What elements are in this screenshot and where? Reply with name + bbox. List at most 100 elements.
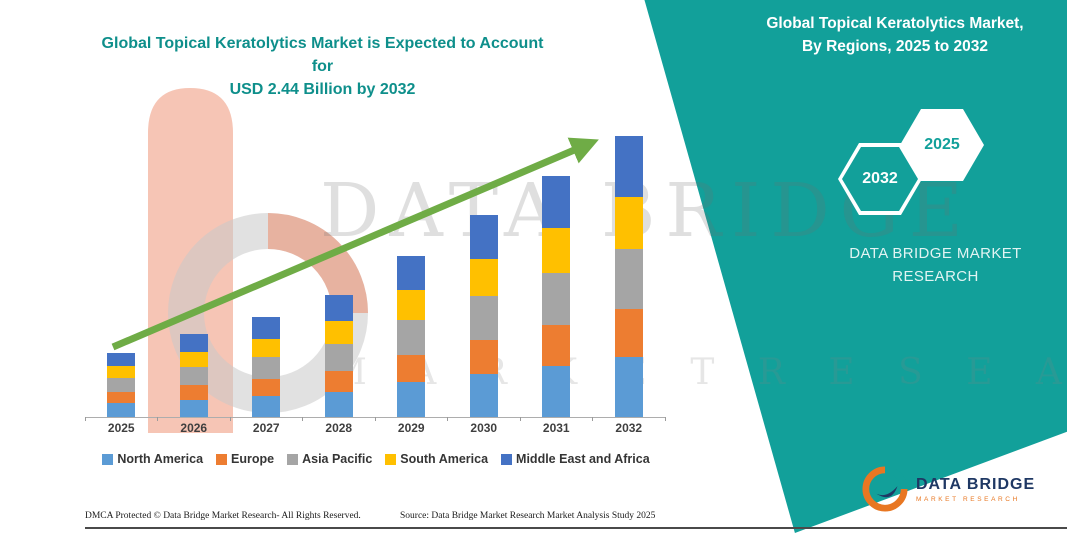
x-axis-tick <box>302 417 303 421</box>
bar-segment <box>614 196 643 249</box>
stacked-bar-2025 <box>107 352 136 417</box>
legend-item: Middle East and Africa <box>501 452 650 466</box>
x-axis-tick <box>592 417 593 421</box>
legend-label: Middle East and Africa <box>516 452 650 466</box>
dbmr-logo: DATA BRIDGE MARKET RESEARCH <box>862 466 1035 512</box>
bar-segment <box>397 255 426 291</box>
dbmr-logo-text: DATA BRIDGE MARKET RESEARCH <box>916 476 1035 503</box>
legend-item: South America <box>385 452 488 466</box>
bar-segment <box>107 366 136 378</box>
stacked-bar-2027 <box>252 316 281 417</box>
legend-label: South America <box>400 452 489 466</box>
dbmr-logo-subtitle: MARKET RESEARCH <box>916 495 1020 503</box>
bar-segment <box>397 354 426 383</box>
bar-segment <box>324 370 353 392</box>
x-axis-label: 2032 <box>615 421 643 435</box>
bar-segment <box>324 294 353 322</box>
bar-segment <box>397 382 426 417</box>
legend-item: North America <box>102 452 203 466</box>
bar-segment <box>469 215 498 260</box>
x-axis-label: 2025 <box>107 421 135 435</box>
bar-segment <box>614 308 643 358</box>
x-axis-tick <box>519 417 521 421</box>
dbmr-logo-name: DATA BRIDGE <box>916 475 1036 493</box>
bar-segment <box>469 259 498 296</box>
legend-item: Asia Pacific <box>287 452 372 466</box>
bar-segment <box>614 135 643 197</box>
panel-heading-line1: Global Topical Keratolytics Market, <box>766 15 1024 32</box>
x-axis-tick <box>157 417 158 421</box>
chart-title-line1: Global Topical Keratolytics Market is Ex… <box>101 35 544 76</box>
bar-segment <box>542 176 571 228</box>
panel-brand-text: DATA BRIDGE MARKET RESEARCH <box>828 242 1043 289</box>
legend-swatch <box>501 453 513 465</box>
legend-swatch <box>287 453 299 465</box>
bar-segment <box>614 248 643 309</box>
bottom-divider-line <box>85 527 1067 529</box>
bar-segment <box>469 339 498 375</box>
x-axis-label: 2029 <box>397 421 425 435</box>
x-axis-tick <box>84 417 86 421</box>
bar-segment <box>179 352 208 368</box>
bar-segment <box>107 403 136 417</box>
bar-segment <box>542 272 571 325</box>
bar-segment <box>397 290 426 321</box>
panel-heading-line2: By Regions, 2025 to 2032 <box>801 38 989 56</box>
legend-label: North America <box>117 452 204 466</box>
footer-dmca-text: DMCA Protected © Data Bridge Market Rese… <box>85 511 361 521</box>
legend-swatch <box>102 453 114 465</box>
bar-segment <box>179 399 208 417</box>
stacked-bar-2032 <box>614 135 643 417</box>
hexagon-2032-label: 2032 <box>862 170 898 187</box>
chart-legend: North America Europe Asia Pacific South Ame… <box>85 452 667 466</box>
stacked-bar-2028 <box>324 294 353 417</box>
watermark-market-research: M A R K E T R E S E A R C H <box>330 352 1067 393</box>
legend-swatch <box>216 453 228 465</box>
bar-segment <box>179 367 208 385</box>
bar-segment <box>252 338 281 358</box>
x-axis-label: 2031 <box>542 421 570 435</box>
bar-segment <box>179 334 208 353</box>
legend-label: Europe <box>231 452 275 466</box>
x-axis-label: 2027 <box>252 421 280 435</box>
x-axis-label: 2028 <box>325 421 353 435</box>
panel-heading: Global Topical Keratolytics Market, By R… <box>745 12 1045 59</box>
stacked-bar-2029 <box>397 255 426 417</box>
hexagon-2032-fill <box>842 147 918 211</box>
bar-segment <box>614 357 643 417</box>
x-axis-label: 2030 <box>470 421 498 435</box>
bar-segment <box>252 379 281 397</box>
bar-chart-plot: 2025 2026 2027 2028 2029 2030 2031 2032 <box>84 100 666 435</box>
bar-segment <box>469 374 498 417</box>
x-axis-label: 2026 <box>180 421 208 435</box>
legend-swatch <box>385 453 397 465</box>
x-axis-tick <box>664 417 666 421</box>
bar-segment <box>107 391 136 404</box>
bar-segment <box>542 227 571 273</box>
bar-segment <box>252 357 281 380</box>
legend-item: Europe <box>216 452 274 466</box>
hexagon-badge-2032: 2032 <box>838 143 922 215</box>
legend-label: Asia Pacific <box>302 452 373 466</box>
x-axis-tick <box>447 417 448 421</box>
bar-segment <box>179 384 208 400</box>
stacked-bar-2030 <box>469 215 498 417</box>
bar-segment <box>397 320 426 355</box>
bar-segment <box>252 316 281 339</box>
bar-segment <box>324 321 353 345</box>
bar-segment <box>107 377 136 392</box>
bar-segment <box>542 324 571 367</box>
bar-segment <box>324 344 353 371</box>
panel-brand-line2: RESEARCH <box>892 268 979 286</box>
dbmr-logo-icon <box>862 466 908 512</box>
panel-brand-line1: DATA BRIDGE MARKET <box>849 245 1022 262</box>
x-axis-tick <box>229 417 231 421</box>
stacked-bar-2031 <box>542 176 571 417</box>
chart-title-line2: USD 2.44 Billion by 2032 <box>229 81 416 99</box>
bar-segment <box>107 352 136 367</box>
hexagon-2025-label: 2025 <box>924 136 960 153</box>
chart-title: Global Topical Keratolytics Market is Ex… <box>95 32 550 102</box>
footer-source-text: Source: Data Bridge Market Research Mark… <box>400 511 656 521</box>
x-axis-tick <box>374 417 376 421</box>
